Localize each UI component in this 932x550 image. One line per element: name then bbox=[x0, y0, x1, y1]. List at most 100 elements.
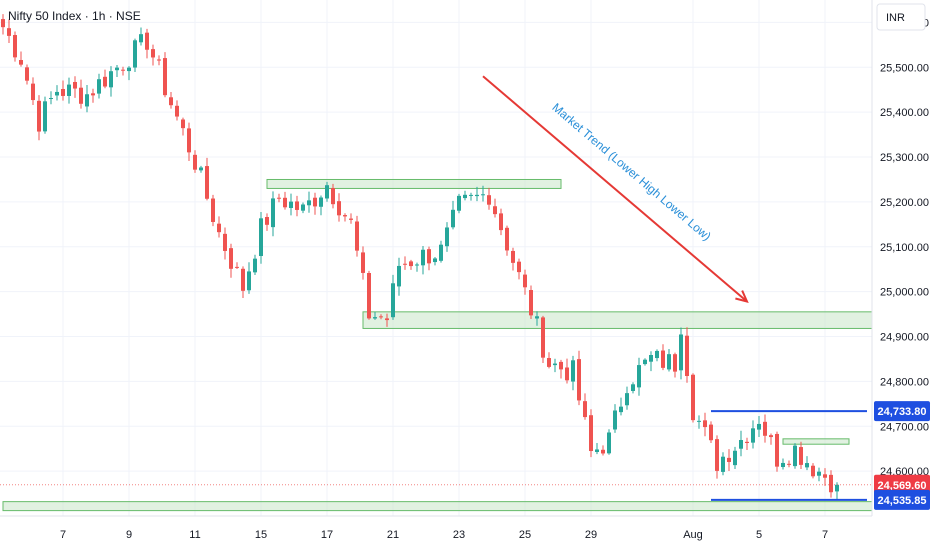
candle bbox=[637, 357, 641, 396]
candle bbox=[49, 91, 53, 105]
candle bbox=[85, 85, 89, 113]
candle-body bbox=[805, 463, 809, 468]
candle bbox=[463, 190, 467, 201]
x-tick-label: 7 bbox=[60, 529, 66, 541]
candle-body bbox=[433, 258, 437, 263]
candle-body bbox=[517, 261, 521, 273]
candle-body bbox=[361, 252, 365, 273]
price-badge: 24,569.60 bbox=[874, 474, 930, 495]
candle-body bbox=[829, 474, 833, 493]
candle bbox=[337, 193, 341, 222]
candle-body bbox=[685, 335, 689, 377]
candle bbox=[1, 14, 5, 35]
candle-body bbox=[559, 361, 563, 370]
candle-body bbox=[835, 484, 839, 492]
price-badge-bg bbox=[874, 474, 930, 495]
candle-body bbox=[271, 198, 275, 228]
candle-body bbox=[13, 35, 17, 58]
currency-button[interactable] bbox=[876, 3, 926, 31]
candle-body bbox=[661, 350, 665, 368]
chart-candles bbox=[1, 14, 839, 501]
candle bbox=[517, 258, 521, 280]
candle bbox=[259, 211, 263, 264]
candle bbox=[643, 358, 647, 366]
candle bbox=[181, 117, 185, 136]
candle-body bbox=[259, 218, 263, 257]
price-badge-bg bbox=[874, 489, 930, 510]
candle bbox=[127, 66, 131, 81]
candle bbox=[829, 470, 833, 498]
candle bbox=[13, 31, 17, 62]
candle-body bbox=[709, 424, 713, 441]
candle-body bbox=[199, 167, 203, 171]
candle bbox=[151, 44, 155, 66]
y-tick-label: 24,900.00 bbox=[880, 332, 929, 344]
candle bbox=[61, 80, 65, 101]
candle-body bbox=[667, 354, 671, 370]
candle bbox=[595, 443, 599, 455]
candle bbox=[187, 122, 191, 161]
candle-body bbox=[409, 261, 413, 267]
candle-body bbox=[235, 266, 239, 268]
candle-body bbox=[331, 188, 335, 205]
candle-body bbox=[595, 449, 599, 452]
candle-body bbox=[397, 265, 401, 287]
candle bbox=[655, 349, 659, 362]
candle-body bbox=[349, 218, 353, 220]
candle bbox=[817, 467, 821, 482]
candle bbox=[43, 96, 47, 134]
candle bbox=[481, 185, 485, 202]
candle bbox=[787, 460, 791, 468]
candle bbox=[439, 240, 443, 263]
candle bbox=[115, 65, 119, 78]
candle bbox=[283, 191, 287, 210]
candle-body bbox=[655, 350, 659, 359]
candle bbox=[223, 227, 227, 260]
candle-body bbox=[241, 268, 245, 291]
candle-body bbox=[313, 197, 317, 207]
candle-body bbox=[265, 217, 269, 225]
candle bbox=[541, 315, 545, 364]
candle bbox=[697, 415, 701, 429]
candle-body bbox=[37, 100, 41, 132]
price-badge-bg bbox=[874, 401, 930, 422]
candle-body bbox=[121, 69, 125, 71]
candle bbox=[571, 355, 575, 391]
candle bbox=[19, 51, 23, 67]
candle-body bbox=[457, 195, 461, 211]
candle bbox=[211, 194, 215, 227]
candle-body bbox=[427, 249, 431, 264]
candle bbox=[199, 165, 203, 173]
candle bbox=[289, 193, 293, 216]
candle-body bbox=[499, 213, 503, 231]
candle bbox=[361, 246, 365, 280]
candle bbox=[601, 445, 605, 456]
candle bbox=[277, 193, 281, 203]
candle bbox=[157, 55, 161, 66]
x-tick-label: 11 bbox=[189, 529, 200, 541]
candle bbox=[673, 352, 677, 378]
candle-body bbox=[385, 318, 389, 321]
candle-body bbox=[379, 316, 383, 318]
candle-body bbox=[535, 316, 539, 319]
time-axis[interactable]: 7 9 11 15 17 21 23 25 29 Aug 5 7 bbox=[60, 529, 828, 541]
candle bbox=[535, 311, 539, 326]
candle bbox=[379, 314, 383, 320]
y-tick-label: 24,700.00 bbox=[880, 421, 929, 433]
candle bbox=[469, 192, 473, 201]
candle bbox=[91, 88, 95, 103]
candle bbox=[385, 313, 389, 327]
candle bbox=[133, 38, 137, 73]
x-tick-label: 21 bbox=[387, 529, 399, 541]
candle bbox=[547, 352, 551, 369]
candle-body bbox=[589, 415, 593, 452]
candle-body bbox=[355, 221, 359, 251]
candle bbox=[397, 257, 401, 296]
candle bbox=[523, 269, 527, 295]
candle bbox=[301, 202, 305, 214]
candle-body bbox=[97, 79, 101, 94]
candle bbox=[685, 327, 689, 383]
candle bbox=[415, 262, 419, 272]
